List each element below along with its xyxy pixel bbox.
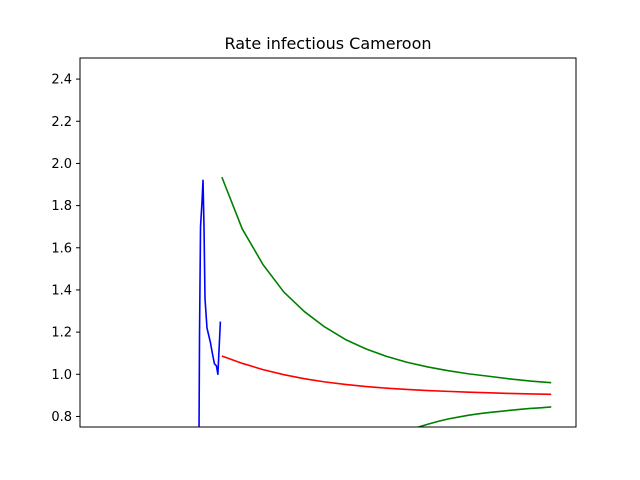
- series-line-1: [221, 355, 552, 396]
- y-tick-label: 2.2: [51, 115, 72, 130]
- chart-title: Rate infectious Cameroon: [224, 34, 431, 53]
- y-tick-label: 2.4: [51, 73, 72, 88]
- series-line-0: [198, 179, 222, 427]
- y-axis: 0.8 1.0 1.2 1.4 1.6 1.8 2.0 2.2 2.4: [51, 73, 80, 425]
- plot-frame: [79, 57, 577, 428]
- series-line-3: [417, 406, 552, 427]
- y-tick-label: 0.8: [51, 410, 72, 425]
- y-tick-label: 1.4: [51, 283, 72, 298]
- y-tick-label: 1.6: [51, 241, 72, 256]
- y-tick-label: 1.2: [51, 326, 72, 341]
- y-tick-label: 2.0: [51, 157, 72, 172]
- series-line-2: [221, 176, 552, 384]
- y-tick-label: 1.0: [51, 368, 72, 383]
- series-layer: [198, 176, 552, 427]
- y-tick-label: 1.8: [51, 199, 72, 214]
